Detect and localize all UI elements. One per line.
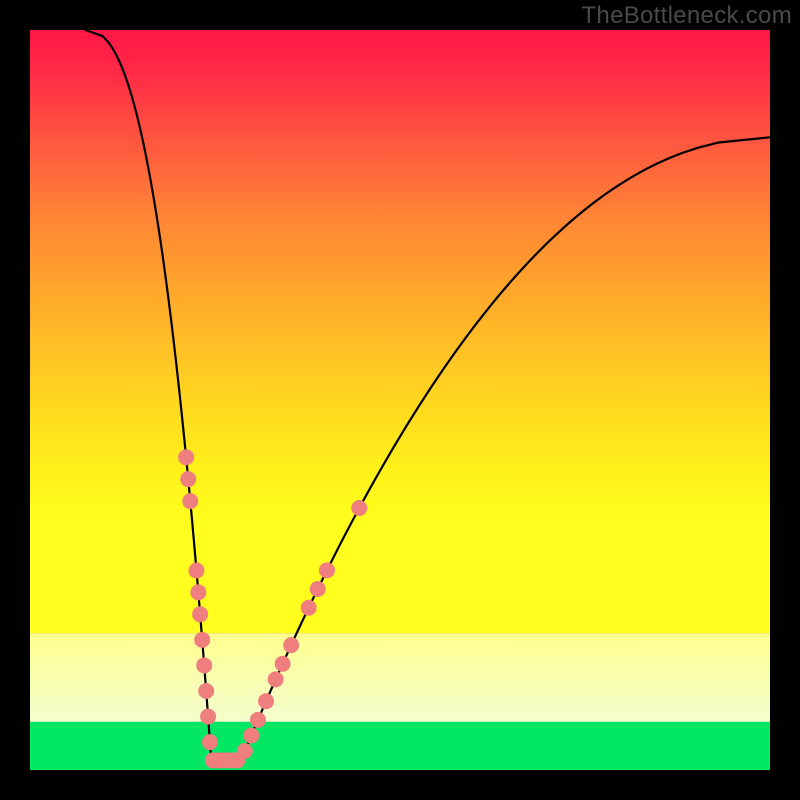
data-point [192, 606, 208, 622]
data-point [190, 584, 206, 600]
data-point [188, 562, 204, 578]
data-point [319, 562, 335, 578]
data-point [243, 727, 259, 743]
watermark-text: TheBottleneck.com [581, 2, 792, 30]
data-point [198, 683, 214, 699]
data-point [180, 471, 196, 487]
data-point [310, 581, 326, 597]
data-point [268, 671, 284, 687]
data-point [178, 449, 194, 465]
data-point [250, 712, 266, 728]
data-point [301, 600, 317, 616]
chart-stage: TheBottleneck.com [0, 0, 800, 800]
data-point [237, 743, 253, 759]
data-point [200, 709, 216, 725]
data-point [194, 632, 210, 648]
gradient-background [30, 30, 770, 633]
data-point [283, 637, 299, 653]
green-zone [30, 722, 770, 770]
data-point [202, 734, 218, 750]
data-point [275, 656, 291, 672]
data-point [182, 493, 198, 509]
data-point [258, 693, 274, 709]
bottleneck-chart [0, 0, 800, 800]
pale-band [30, 633, 770, 722]
data-point [196, 657, 212, 673]
data-point [351, 500, 367, 516]
